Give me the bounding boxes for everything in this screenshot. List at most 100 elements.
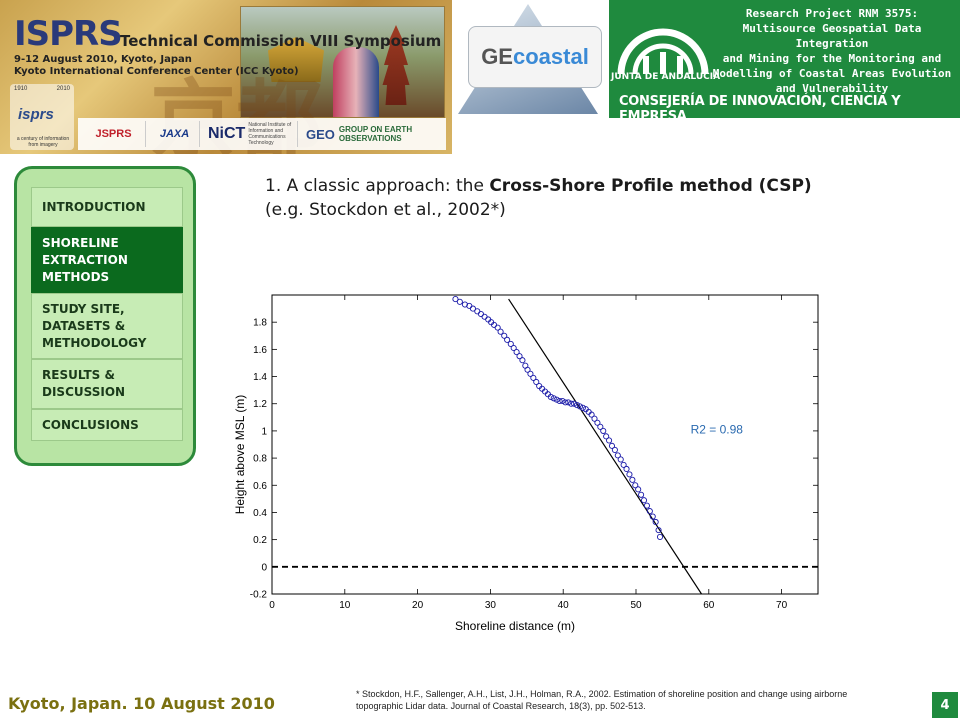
y-tick-label: 0.2 [253,535,267,546]
isprs-title: ISPRS [14,14,123,54]
profile-data-point [600,427,607,434]
profile-data-point [504,336,511,343]
gecoastal-wordmark: GE coastal [468,26,602,88]
profile-data-point [617,456,624,463]
profile-data-point [656,533,664,540]
nict-logo-caption: National Institute of Information and Co… [248,122,292,146]
x-axis-label: Shoreline distance (m) [455,619,575,633]
nav-item-shoreline-extraction-methods[interactable]: SHORELINE EXTRACTION METHODS [31,227,183,293]
r-squared-annotation: R2 = 0.98 [691,423,744,437]
profile-data-point [638,491,645,498]
profile-data-point [614,452,621,459]
profile-data-point [623,465,630,473]
plot-frame [271,294,819,595]
profile-data-point [516,353,523,360]
nav-item-conclusions[interactable]: CONCLUSIONS [31,409,183,441]
y-tick-label: 1 [261,426,267,437]
isprs-subtitle: Technical Commission VIII Symposium [120,32,442,50]
geo-logo-text: GROUP ON EARTH OBSERVATIONS [338,125,413,143]
profile-data-point [571,400,578,407]
profile-data-point [562,399,569,406]
project-line: Modelling of Coastal Areas Evolution [712,67,952,80]
profile-data-point [565,399,572,406]
nav-item-introduction[interactable]: INTRODUCTION [31,187,183,227]
jaxa-logo: JAXA [150,121,200,147]
x-tick-label: 50 [630,600,642,611]
profile-data-point [469,305,476,312]
x-tick-label: 10 [339,600,351,611]
profile-data-point [553,396,560,403]
slide-title: 1. A classic approach: the Cross-Shore P… [265,174,825,222]
gecoastal-logo: GE coastal [452,0,610,118]
y-tick-label: 0.8 [253,454,267,465]
profile-data-point [519,357,526,364]
profile-data-point [513,349,520,356]
sponsor-logos: JSPRS JAXA NiCT National Institute of In… [78,118,446,150]
profile-data-point [588,411,595,418]
gecoastal-word-coastal: coastal [512,44,589,69]
isprs-logo-years: 1910 2010 [14,86,70,92]
profile-data-point [527,370,534,377]
profile-data-point [597,423,604,430]
profile-data-point [649,513,656,520]
y-tick-label: 0.6 [253,481,267,492]
slide-title-prefix: 1. A classic approach: the [265,176,490,196]
profile-data-point [576,403,583,410]
page-number: 4 [932,692,958,718]
profile-data-point [655,527,662,534]
profile-data-point [456,298,463,305]
geisha-image [333,47,379,117]
project-line: Research Project RNM 3575: [745,7,919,20]
footer-reference: * Stockdon, H.F., Sallenger, A.H., List,… [356,689,848,711]
x-tick-label: 40 [558,600,570,611]
y-tick-label: 1.4 [253,372,267,383]
profile-data-point [497,328,504,335]
profile-data-point [452,296,459,303]
profile-data-point [646,508,653,515]
nav-item-results-discussion[interactable]: RESULTS & DISCUSSION [31,359,183,409]
isprs-centenary-logo: 1910 2010 isprs a century of information… [10,84,74,150]
profile-data-point [652,518,659,526]
junta-andalucia-panel: JUNTA DE ANDALUCIA Research Project RNM … [609,0,960,124]
isprs-date-line: 9-12 August 2010, Kyoto, Japan [14,54,192,65]
isprs-venue-line: Kyoto International Conference Center (I… [14,66,299,77]
isprs-dates: 9-12 August 2010, Kyoto, Japan Kyoto Int… [14,54,299,78]
project-line: Multisource Geospatial Data Integration [742,22,922,50]
department-name: CONSEJERÍA DE INNOVACIÓN, CIENCIA Y EMPR… [619,94,901,124]
geo-logo: GEO GROUP ON EARTH OBSERVATIONS [302,121,432,147]
profile-data-point [533,378,540,386]
profile-data-point [608,442,616,449]
profile-data-point [643,502,650,509]
profile-data-point [559,397,566,405]
profile-data-point [640,497,648,504]
junta-andalucia-arch-icon [617,28,709,75]
profile-data-point [507,340,514,347]
y-tick-label: -0.2 [250,590,268,601]
profile-data-point [606,437,613,444]
nav-item-study-site[interactable]: STUDY SITE, DATASETS & METHODOLOGY [31,293,183,359]
y-tick-label: 1.6 [253,345,267,356]
y-axis-label: Height above MSL (m) [233,395,247,515]
isprs-symposium-banner: 京都 ISPRS Technical Commission VIII Sympo… [0,0,452,154]
x-tick-label: 60 [703,600,715,611]
x-tick-label: 70 [776,600,788,611]
nict-logo: NiCT National Institute of Information a… [204,121,298,147]
x-tick-label: 20 [412,600,424,611]
profile-data-point [568,400,575,407]
project-line: and Vulnerability [775,82,889,95]
profile-data-point [494,324,501,331]
kyoto-photo-collage [240,6,445,118]
profile-data-point [603,433,610,440]
x-tick-label: 0 [269,600,275,611]
y-tick-label: 0.4 [253,508,267,519]
profile-data-point [620,461,627,468]
section-navigation-panel: INTRODUCTION SHORELINE EXTRACTION METHOD… [14,166,196,466]
cross-shore-profile-chart: 0 10 20 30 40 50 60 70-0.200.20.40.60.811.21.41… [233,294,819,633]
jsprs-logo: JSPRS [82,121,146,147]
profile-data-point [461,301,468,308]
research-project-text: Research Project RNM 3575: Multisource G… [709,6,955,96]
profile-data-point [626,471,633,478]
profile-data-point [629,476,636,483]
profile-data-point [524,366,531,373]
gecoastal-word-ge: GE [481,44,513,69]
